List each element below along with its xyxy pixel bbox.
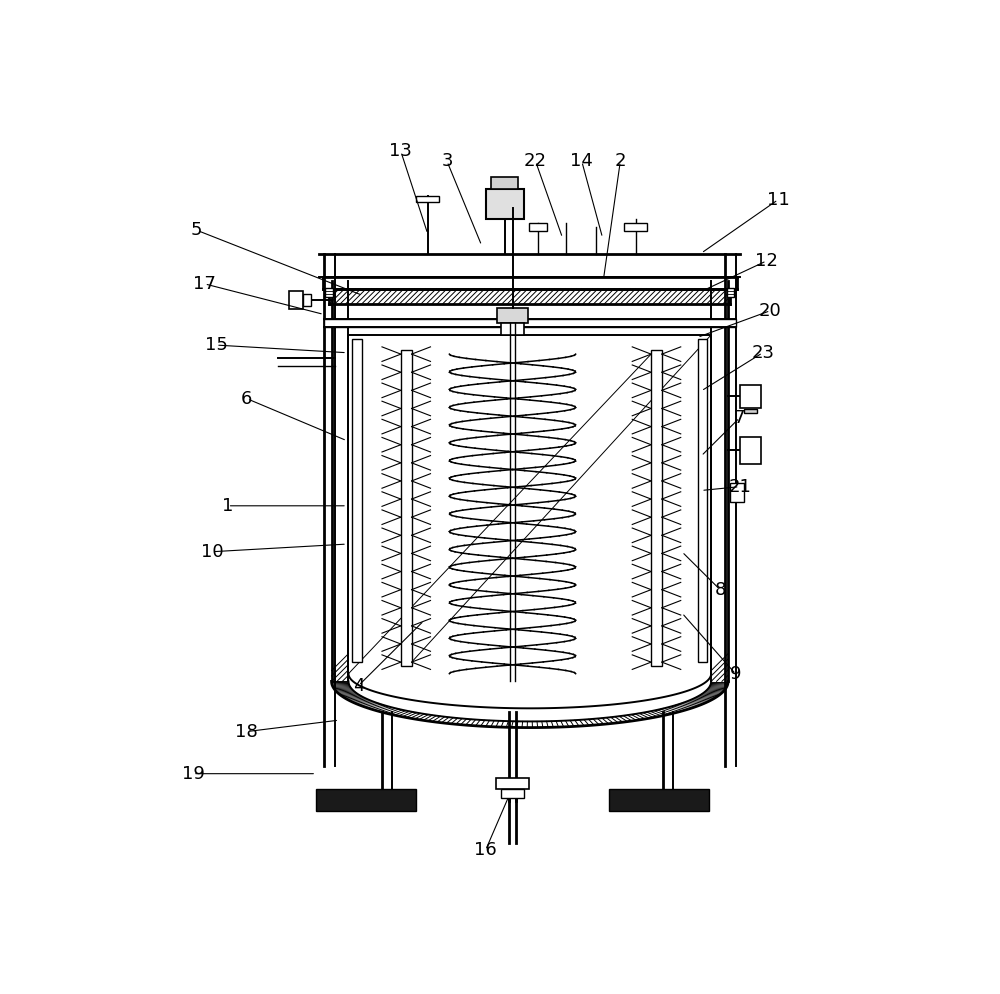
Text: 16: 16 [474, 841, 497, 859]
Text: 3: 3 [441, 152, 453, 170]
Bar [496, 777, 529, 789]
Bar [730, 483, 744, 502]
Bar [624, 224, 647, 231]
Text: 4: 4 [353, 677, 364, 695]
Bar [727, 288, 734, 297]
Text: 15: 15 [205, 336, 227, 354]
Bar [740, 385, 761, 408]
Bar [352, 339, 362, 662]
Bar [316, 789, 416, 811]
Text: 11: 11 [767, 191, 790, 209]
Bar [324, 319, 736, 327]
Bar [486, 189, 524, 220]
Bar [416, 196, 439, 203]
Bar [401, 350, 412, 666]
Bar [289, 291, 303, 309]
Text: 21: 21 [728, 478, 751, 496]
Bar [497, 308, 528, 323]
Text: 14: 14 [570, 152, 593, 170]
Text: 2: 2 [615, 152, 626, 170]
Text: 9: 9 [730, 665, 742, 683]
Bar [529, 224, 547, 231]
Bar [501, 789, 524, 798]
Text: 10: 10 [201, 543, 224, 561]
Bar [698, 339, 707, 662]
Text: 6: 6 [241, 390, 253, 408]
Text: 19: 19 [182, 764, 204, 782]
Text: 12: 12 [755, 251, 778, 270]
Text: 8: 8 [715, 580, 726, 599]
Text: 5: 5 [191, 222, 203, 240]
Bar [303, 294, 311, 306]
Text: 22: 22 [524, 152, 547, 170]
Text: 1: 1 [222, 497, 233, 515]
Bar [744, 409, 757, 414]
Bar [501, 323, 524, 335]
Text: 20: 20 [759, 301, 782, 320]
Text: 7: 7 [734, 409, 745, 426]
Bar [491, 177, 518, 189]
Text: 23: 23 [751, 344, 774, 362]
Text: 17: 17 [193, 274, 216, 293]
Bar [325, 288, 333, 297]
Text: 18: 18 [235, 723, 258, 741]
Bar [609, 789, 709, 811]
Bar [651, 350, 662, 666]
Text: 13: 13 [389, 142, 412, 160]
Bar [740, 436, 761, 464]
